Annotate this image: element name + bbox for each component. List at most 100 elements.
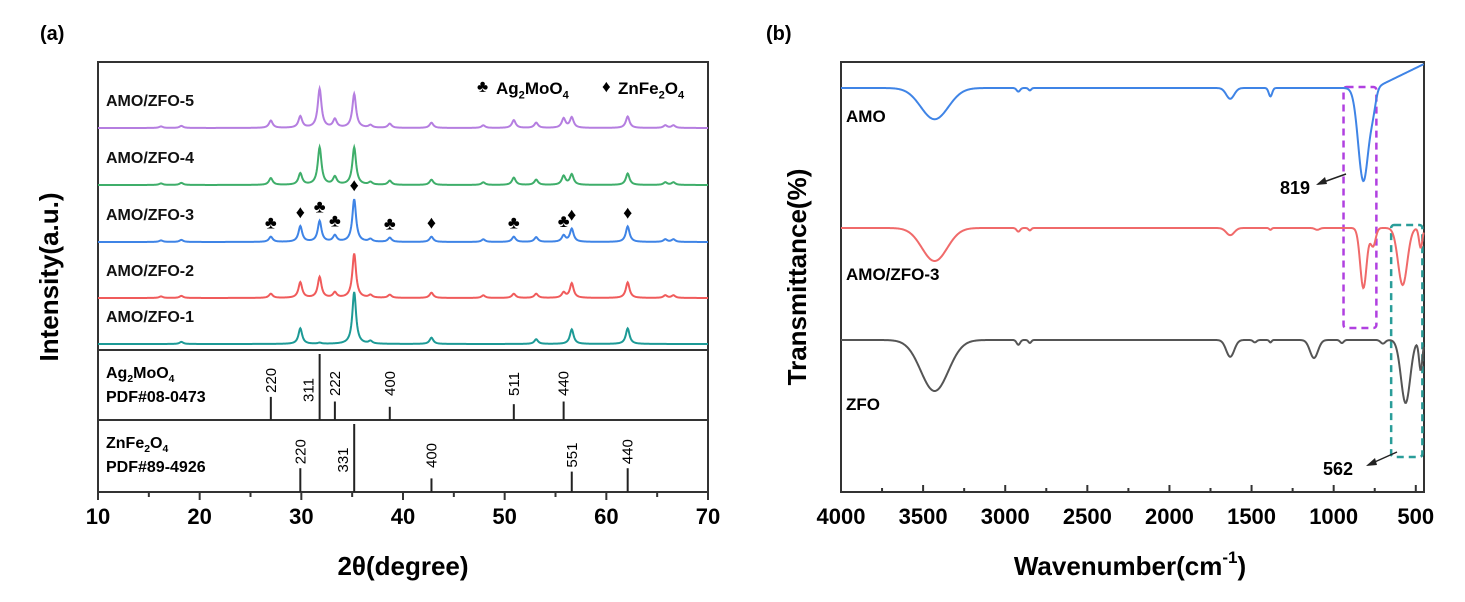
- panel-a-x-label: 2θ(degree): [337, 551, 468, 581]
- panel-b-x-axis: 4000 3500 3000 2500 2000 1500 1000 500: [817, 485, 1434, 529]
- club-marker: ♣: [314, 197, 326, 217]
- highlight-boxes-group: [1342, 85, 1424, 459]
- formula-part: ZnFe: [618, 79, 659, 98]
- diamond-marker: ♦: [427, 213, 436, 233]
- formula-part: O: [150, 435, 162, 452]
- x-tick-label: 10: [86, 504, 110, 529]
- club-marker: ♣: [384, 214, 396, 234]
- x-tick-label: 2000: [1145, 504, 1194, 529]
- panel-b-frame: [840, 61, 1425, 493]
- club-marker: ♣: [508, 213, 520, 233]
- club-marker: ♣: [329, 211, 341, 231]
- x-tick-label: 30: [289, 504, 313, 529]
- reference-name: Ag2MoO4: [106, 365, 175, 385]
- xrd-series-line: [98, 198, 708, 243]
- peak-annotation-819: 819: [1280, 178, 1310, 198]
- xrd-series-line: [98, 84, 708, 129]
- x-tick-label: 4000: [817, 504, 866, 529]
- xrd-series-group: AMO/ZFO-5 AMO/ZFO-4 AMO/ZFO-3 AMO/ZFO-2 AMO/…: [98, 84, 708, 345]
- phase-markers-group: ♣♦ ♣♣♦♣ ♦ ♣ ♣♦ ♦: [265, 175, 632, 233]
- series-label: ZFO: [846, 395, 880, 414]
- legend-label-ag2moo4: Ag2MoO4: [496, 79, 570, 101]
- highlight-box: [1342, 85, 1378, 330]
- series-label: AMO: [846, 107, 886, 126]
- diamond-marker: ♦: [350, 175, 359, 195]
- panel-b-y-label: Transmittance(%): [782, 169, 812, 386]
- x-tick-label: 40: [391, 504, 415, 529]
- hkl-label: 440: [556, 371, 573, 396]
- reference-pdf-number: PDF#89-4926: [106, 459, 206, 476]
- hkl-label: 311: [301, 378, 318, 402]
- xrd-series-line: [98, 291, 708, 345]
- panel-b-x-label: Wavenumber(cm-1): [1014, 548, 1246, 581]
- series-label: AMO/ZFO-3: [106, 207, 194, 224]
- panel-a-y-label: Intensity(a.u.): [34, 192, 64, 361]
- formula-part: ZnFe: [106, 435, 144, 452]
- x-tick-label: 500: [1397, 504, 1434, 529]
- xrd-series-line: [98, 253, 708, 299]
- ftir-series-group: AMO AMO/ZFO-3 ZFO: [841, 63, 1425, 414]
- highlight-box: [1389, 223, 1424, 459]
- x-label-close: ): [1238, 551, 1247, 581]
- series-label: AMO/ZFO-2: [106, 263, 194, 280]
- arrowhead-icon: [1316, 177, 1327, 185]
- ftir-series-line: [841, 339, 1425, 404]
- hkl-label: 400: [423, 443, 440, 468]
- diamond-marker: ♦: [623, 202, 632, 222]
- hkl-label: 222: [327, 371, 344, 396]
- subscript: 4: [169, 374, 175, 385]
- xrd-series-line: [98, 143, 708, 186]
- x-label-superscript: -1: [1222, 548, 1237, 567]
- series-label: AMO/ZFO-1: [106, 309, 194, 326]
- club-icon: ♣: [477, 77, 488, 96]
- arrowhead-icon: [1366, 458, 1377, 466]
- hkl-label: 331: [335, 447, 352, 472]
- series-label: AMO/ZFO-5: [106, 93, 194, 110]
- subscript: 2: [659, 89, 665, 101]
- hkl-label: 551: [564, 443, 581, 468]
- diamond-icon: ♦: [602, 77, 611, 96]
- hkl-label: 400: [382, 371, 399, 396]
- hkl-label: 440: [620, 439, 637, 464]
- formula-part: MoO: [525, 79, 563, 98]
- panel-a: (a) AMO/ZFO-5 AMO/ZFO-4 AMO/ZFO-3 AMO/ZFO-2…: [34, 23, 720, 581]
- panel-a-label: (a): [40, 23, 64, 45]
- diamond-marker: ♦: [567, 204, 576, 224]
- formula-part: MoO: [133, 365, 169, 382]
- reference-pdf-number: PDF#08-0473: [106, 389, 206, 406]
- club-marker: ♣: [558, 211, 570, 231]
- x-tick-label: 70: [696, 504, 720, 529]
- subscript: 4: [563, 89, 570, 101]
- formula-part: O: [665, 79, 678, 98]
- peak-annotations-group: 819 562: [1280, 173, 1398, 479]
- series-label: AMO/ZFO-4: [106, 150, 194, 167]
- diamond-marker: ♦: [296, 202, 305, 222]
- x-tick-label: 3000: [981, 504, 1030, 529]
- hkl-label: 220: [292, 439, 309, 464]
- panel-a-x-axis: 10 20 30 40 50 60 70: [86, 492, 720, 529]
- subscript: 4: [678, 89, 685, 101]
- panel-b: (b) AMO AMO/ZFO-3 ZFO 819 562 4000 3500 3000 2…: [766, 23, 1434, 581]
- ftir-series-line: [841, 63, 1425, 183]
- formula-part: Ag: [496, 79, 519, 98]
- x-tick-label: 20: [187, 504, 211, 529]
- reference-name: ZnFe2O4: [106, 435, 168, 455]
- x-tick-label: 1000: [1309, 504, 1358, 529]
- subscript: 2: [144, 444, 150, 455]
- x-tick-label: 2500: [1063, 504, 1112, 529]
- legend-label-znfe2o4: ZnFe2O4: [618, 79, 685, 101]
- x-tick-label: 50: [492, 504, 516, 529]
- subscript: 4: [162, 444, 168, 455]
- x-label-main: Wavenumber(cm: [1014, 551, 1223, 581]
- hkl-label: 220: [263, 368, 280, 393]
- subscript: 2: [519, 89, 525, 101]
- club-marker: ♣: [265, 213, 277, 233]
- panel-b-label: (b): [766, 23, 792, 45]
- ftir-series-line: [841, 227, 1425, 290]
- series-label: AMO/ZFO-3: [846, 265, 940, 284]
- x-tick-label: 3500: [899, 504, 948, 529]
- x-tick-label: 1500: [1227, 504, 1276, 529]
- subscript: 2: [127, 374, 133, 385]
